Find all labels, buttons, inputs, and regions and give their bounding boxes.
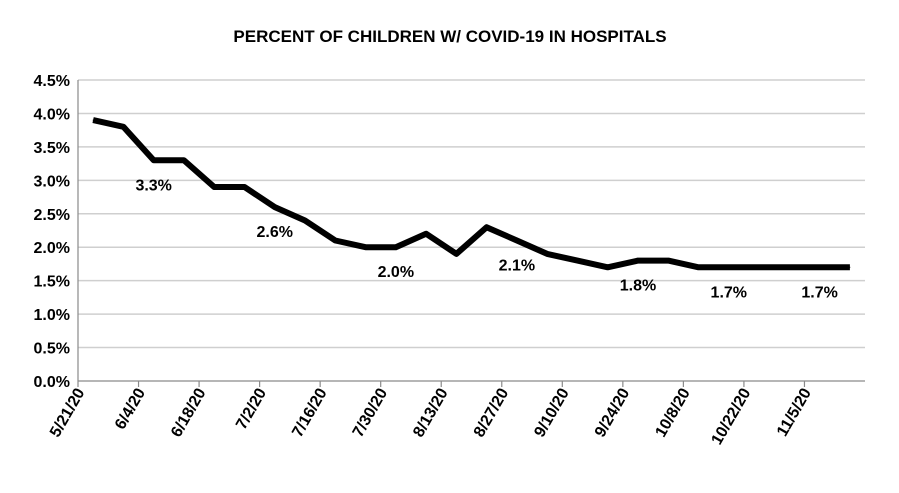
data-point [183,159,185,161]
y-tick-label: 1.5% [34,274,70,291]
data-point [667,260,669,262]
data-point [637,260,639,262]
x-tick-label: 7/16/20 [289,385,330,440]
y-tick-label: 1.0% [34,307,70,324]
y-tick-label: 0.5% [34,341,70,358]
data-point [516,240,518,242]
chart-title: PERCENT OF CHILDREN W/ COVID-19 IN HOSPI… [233,27,666,46]
data-point [849,266,851,268]
data-point [213,186,215,188]
data-point [788,266,790,268]
data-point [365,246,367,248]
data-point [698,266,700,268]
data-label: 2.1% [499,258,535,275]
data-point [274,206,276,208]
axes [77,80,865,387]
data-point [486,226,488,228]
x-tick-label: 7/2/20 [233,385,270,432]
data-point [92,119,94,121]
data-point [728,266,730,268]
data-point [607,266,609,268]
y-tick-label: 2.0% [34,240,70,257]
y-tick-label: 4.5% [34,73,70,90]
y-axis-tick-labels: 0.0% 0.5% 1.0% 1.5% 2.0% 2.5% 3.0% 3.5% 4.0% 4.5% [34,73,70,391]
x-axis-tick-labels: 5/21/20 6/4/20 6/18/20 7/2/20 7/16/20 7/30/20… [47,385,815,448]
data-label: 2.6% [257,224,293,241]
data-point [304,219,306,221]
x-tick-label: 8/27/20 [471,385,512,440]
series-layer [92,117,851,271]
data-point [122,126,124,128]
y-tick-label: 3.0% [34,173,70,190]
x-tick-label: 9/24/20 [592,385,633,440]
x-tick-label: 6/4/20 [112,385,149,432]
x-tick-label: 9/10/20 [531,385,572,440]
data-point [395,246,397,248]
x-tick-label: 10/8/20 [652,385,693,440]
x-tick-label: 8/13/20 [410,385,451,440]
x-tick-label: 11/5/20 [774,385,815,439]
data-point [334,240,336,242]
x-tick-label: 7/30/20 [350,385,391,440]
x-tick-label: 5/21/20 [47,385,88,440]
data-point [455,253,457,255]
y-tick-label: 4.0% [34,106,70,123]
data-point [758,266,760,268]
data-point [425,233,427,235]
data-labels: 3.3% 2.6% 2.0% 2.1% 1.8% 1.7% 1.7% [135,177,837,301]
data-point [546,253,548,255]
x-tick-label: 10/22/20 [709,385,755,448]
data-point [576,260,578,262]
y-tick-label: 0.0% [34,374,70,391]
x-tick-label: 6/18/20 [168,385,209,440]
data-point [153,159,155,161]
data-label: 1.7% [801,284,837,301]
data-label: 3.3% [135,177,171,194]
data-label: 1.7% [711,284,747,301]
data-point [243,186,245,188]
series-line [92,117,850,271]
data-point [819,266,821,268]
y-tick-label: 3.5% [34,140,70,157]
data-label: 1.8% [620,278,656,295]
gridlines [78,79,865,349]
y-tick-label: 2.5% [34,207,70,224]
data-label: 2.0% [378,264,414,281]
